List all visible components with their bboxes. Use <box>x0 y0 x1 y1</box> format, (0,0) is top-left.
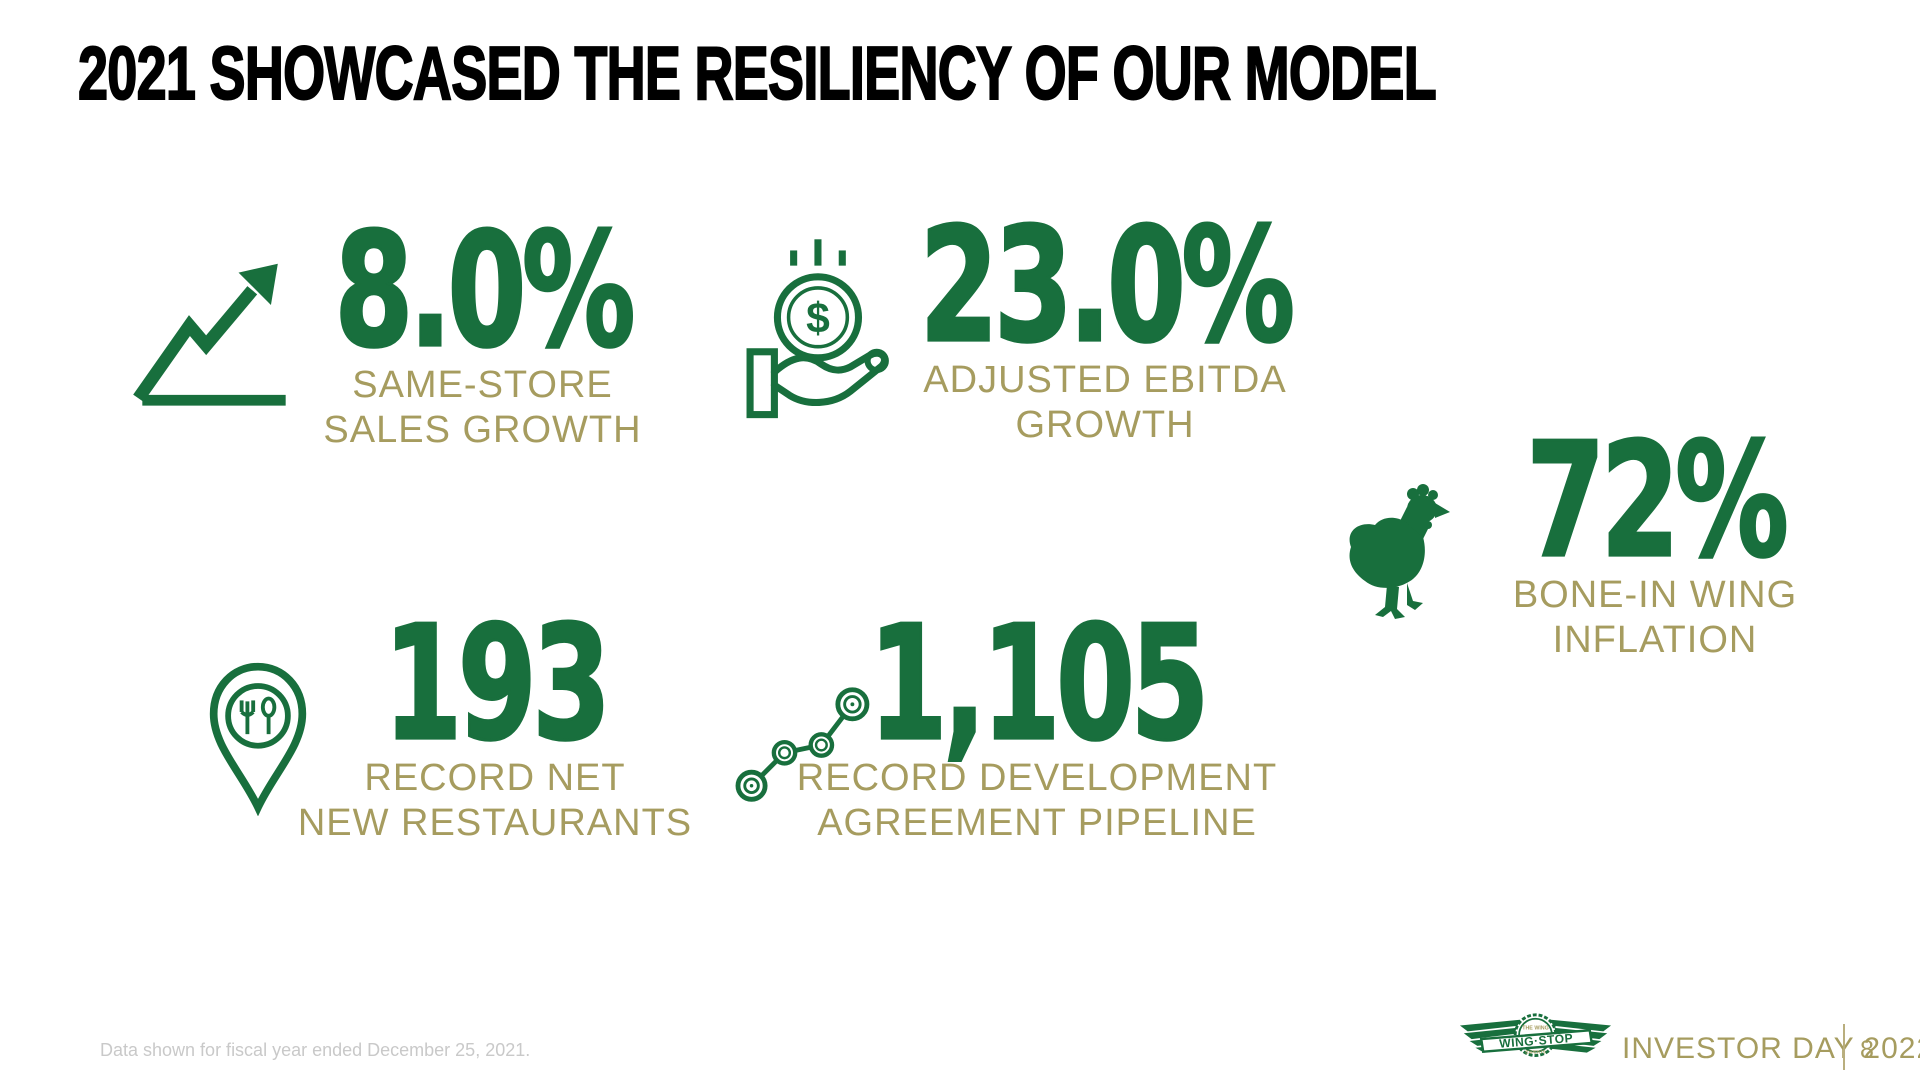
stat-adjusted-ebitda-growth: $ 23.0% ADJUSTED EBITDA GROWTH <box>745 193 1345 470</box>
banner-ribbon <box>1479 1029 1594 1053</box>
stat-label-line: RECORD NET <box>364 757 626 799</box>
stat-label-line: SAME-STORE <box>352 364 613 406</box>
stat-development-agreement-pipeline: 1,105 RECORD DEVELOPMENT AGREEMENT PIPEL… <box>725 591 1365 868</box>
stat-value: 23.0% <box>918 193 1296 378</box>
wingstop-logo: THE WING EXPERTS WING·STOP <box>1458 1010 1613 1072</box>
page-title: 2021 SHOWCASED THE RESILIENCY OF OUR MOD… <box>77 30 1437 116</box>
footer-divider <box>1843 1024 1845 1070</box>
stat-value: 1,105 <box>868 591 1211 776</box>
stat-label-line: AGREEMENT PIPELINE <box>817 802 1257 844</box>
restaurant-pin-icon <box>205 660 311 816</box>
badge-bottom-text: EXPERTS <box>1525 1050 1545 1055</box>
pipeline-nodes-icon <box>727 650 875 810</box>
stat-label-line: SALES GROWTH <box>323 409 642 451</box>
footnote: Data shown for fiscal year ended Decembe… <box>100 1040 531 1060</box>
trend-up-arrow-icon <box>130 250 298 412</box>
chicken-icon <box>1343 483 1463 623</box>
stat-record-net-new-restaurants: 193 RECORD NET NEW RESTAURANTS <box>200 591 800 868</box>
page-number: 8 <box>1860 1036 1874 1064</box>
money-in-hand-icon: $ <box>745 232 897 430</box>
stat-label-line: INFLATION <box>1552 619 1758 661</box>
stat-label-line: GROWTH <box>1015 404 1195 446</box>
badge-top-text: THE WING <box>1522 1025 1549 1031</box>
stat-label-line: NEW RESTAURANTS <box>297 802 693 844</box>
brand-banner-text: WING·STOP <box>1499 1031 1574 1051</box>
stat-bone-in-wing-inflation: 72% BONE-IN WING INFLATION <box>1340 408 1820 675</box>
stat-label-line: RECORD DEVELOPMENT <box>796 757 1278 799</box>
stat-value: 72% <box>1525 408 1790 593</box>
stat-value: 193 <box>382 591 612 776</box>
dollar-sign: $ <box>806 295 830 343</box>
stat-value: 8.0% <box>333 198 636 383</box>
stat-label-line: BONE-IN WING <box>1512 574 1798 616</box>
stat-label-line: ADJUSTED EBITDA <box>923 359 1287 401</box>
event-label: INVESTOR DAY 2022 <box>1622 1032 1920 1065</box>
stat-same-store-sales-growth: 8.0% SAME-STORE SALES GROWTH <box>130 198 700 475</box>
